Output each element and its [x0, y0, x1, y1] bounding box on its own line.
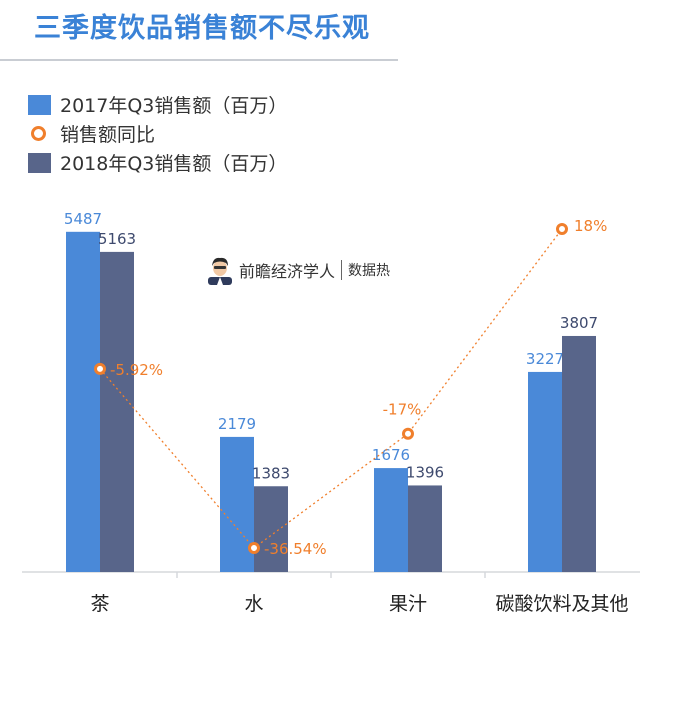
bar-2017	[66, 231, 100, 572]
data-label-2018: 1383	[252, 464, 290, 482]
yoy-point	[556, 223, 568, 235]
source-credit: 前瞻经济学人 数据热	[207, 255, 390, 285]
bar-2018	[254, 486, 288, 572]
legend-label-2017: 2017年Q3销售额（百万）	[60, 95, 288, 117]
data-label-2017: 1676	[372, 446, 410, 464]
source-divider	[341, 260, 343, 280]
category-label: 碳酸饮料及其他	[495, 593, 628, 615]
yoy-point	[94, 362, 106, 375]
legend-swatch-2018	[28, 152, 51, 173]
legend-label-2018: 2018年Q3销售额（百万）	[60, 153, 288, 175]
yoy-line	[99, 228, 563, 549]
data-label-2018: 5163	[98, 230, 136, 248]
bar-2017	[528, 371, 562, 572]
avatar-icon	[208, 257, 232, 285]
source-tag: 数据热	[348, 263, 391, 279]
title-divider	[0, 59, 398, 61]
bar-2018	[562, 335, 596, 572]
data-label-2018: 1396	[406, 463, 444, 481]
legend-marker-yoy	[31, 126, 46, 141]
data-label-2017: 5487	[64, 210, 102, 228]
yoy-label: 18%	[574, 217, 607, 235]
yoy-label: -36.54%	[264, 540, 327, 558]
legend-swatch-2017	[28, 94, 51, 115]
source-name: 前瞻经济学人	[239, 262, 336, 281]
legend: 2017年Q3销售额（百万） 销售额同比 2018年Q3销售额（百万）	[28, 90, 287, 177]
bar-2017	[220, 436, 254, 572]
category-label: 果汁	[389, 593, 427, 615]
data-label-2018: 3807	[560, 314, 598, 332]
bar-2018	[408, 485, 442, 572]
page-title: 三季度饮品销售额不尽乐观	[34, 13, 370, 44]
category-label: 茶	[90, 593, 109, 615]
yoy-label: -5.92%	[110, 361, 163, 379]
yoy-point	[248, 542, 260, 554]
legend-item-yoy: 销售额同比	[28, 119, 287, 148]
category-label: 水	[244, 593, 263, 615]
yoy-point	[402, 427, 414, 440]
yoy-label: -17%	[383, 401, 422, 419]
legend-item-2018: 2018年Q3销售额（百万）	[28, 148, 287, 177]
legend-label-yoy: 销售额同比	[60, 124, 156, 146]
bar-2018	[100, 251, 134, 573]
bar-2017	[374, 468, 408, 572]
data-label-2017: 2179	[218, 415, 256, 433]
legend-item-2017: 2017年Q3销售额（百万）	[28, 90, 287, 119]
data-label-2017: 3227	[526, 350, 564, 368]
